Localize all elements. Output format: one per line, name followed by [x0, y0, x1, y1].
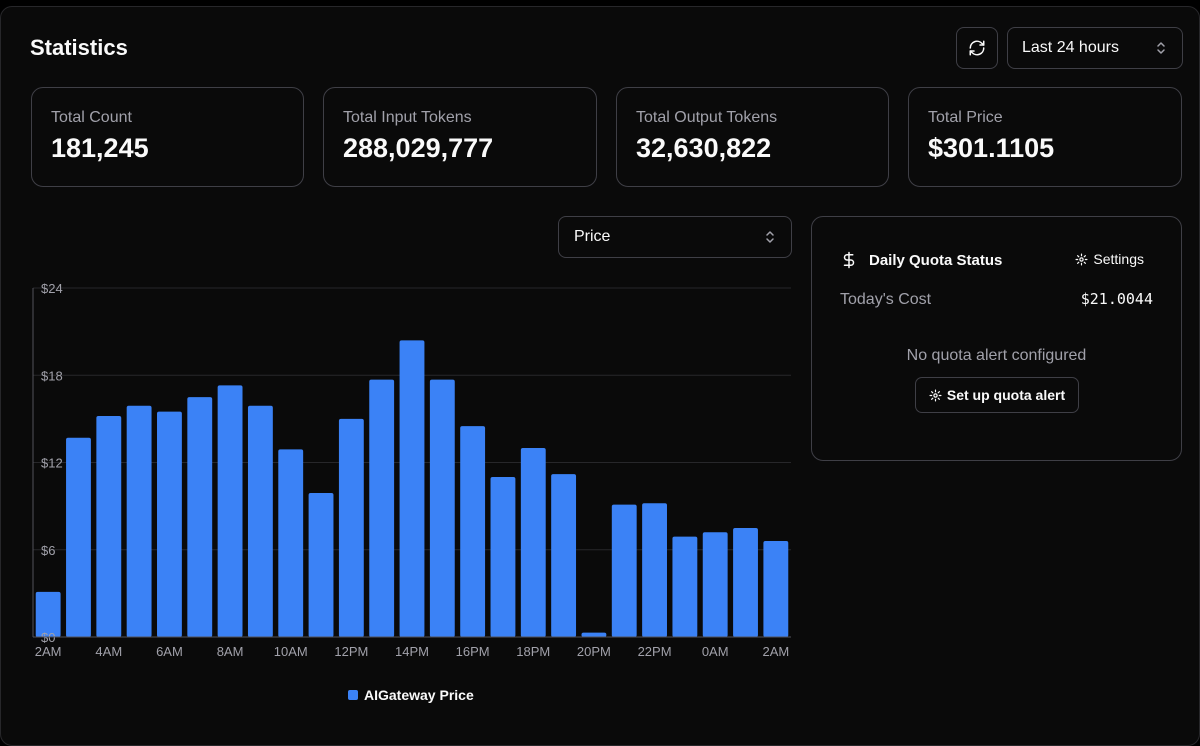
stat-value: 288,029,777 — [343, 133, 494, 163]
quota-title-text: Daily Quota Status — [869, 251, 1003, 269]
chart-bar[interactable] — [308, 493, 334, 637]
chart-bar[interactable] — [733, 527, 758, 637]
chart-bar[interactable] — [157, 411, 182, 637]
y-tick-label: $6 — [41, 543, 55, 558]
refresh-button[interactable] — [956, 27, 998, 69]
time-range-value: Last 24 hours — [1022, 39, 1119, 56]
chart-bar[interactable] — [217, 385, 243, 637]
page-title: Statistics — [30, 35, 128, 60]
x-tick-label: 8AM — [217, 644, 244, 659]
stat-label: Total Price — [928, 109, 1003, 126]
x-tick-label: 2AM — [35, 644, 62, 659]
stat-label: Total Count — [51, 109, 132, 126]
stat-card-total-price: Total Price $301.1105 — [908, 87, 1182, 187]
y-tick-label: $24 — [41, 281, 63, 296]
chart-bar[interactable] — [490, 477, 516, 637]
chart-bar[interactable] — [429, 379, 455, 637]
y-tick-label: $18 — [41, 368, 63, 383]
x-tick-label: 14PM — [395, 644, 429, 659]
daily-quota-card: Daily Quota Status Settings Today's Cost… — [811, 216, 1182, 461]
metric-select-value: Price — [574, 228, 611, 245]
chart-bar[interactable] — [278, 449, 304, 637]
gear-icon — [1075, 252, 1088, 266]
chevron-up-down-icon — [1157, 42, 1165, 54]
todays-cost-label: Today's Cost — [840, 291, 932, 308]
chart-bar[interactable] — [247, 405, 273, 637]
x-tick-label: 12PM — [334, 644, 368, 659]
chart-bar[interactable] — [187, 397, 213, 637]
x-tick-label: 4AM — [95, 644, 122, 659]
gear-icon — [929, 388, 942, 402]
chart-bar[interactable] — [642, 503, 667, 637]
x-tick-label: 10AM — [274, 644, 308, 659]
x-tick-label: 6AM — [156, 644, 183, 659]
y-tick-label: $12 — [41, 456, 63, 471]
stat-label: Total Input Tokens — [343, 109, 472, 126]
chart-bar[interactable] — [35, 591, 61, 637]
setup-quota-alert-button[interactable]: Set up quota alert — [915, 377, 1079, 413]
stat-card-input-tokens: Total Input Tokens 288,029,777 — [323, 87, 597, 187]
x-tick-label: 16PM — [456, 644, 490, 659]
chart-bar[interactable] — [96, 415, 122, 637]
stat-value: $301.1105 — [928, 133, 1055, 163]
no-quota-alert-text: No quota alert configured — [906, 347, 1087, 364]
chart-bar[interactable] — [460, 426, 486, 637]
settings-label: Settings — [1093, 251, 1144, 267]
chart-bar[interactable] — [66, 437, 91, 637]
x-tick-label: 22PM — [638, 644, 672, 659]
setup-button-label: Set up quota alert — [946, 387, 1066, 403]
refresh-icon — [969, 40, 985, 56]
quota-title: Daily Quota Status — [840, 250, 1002, 270]
statistics-panel: Statistics Last 24 hours Total Count 181… — [0, 6, 1200, 746]
chart-bar[interactable] — [369, 379, 395, 637]
stat-value: 32,630,822 — [636, 133, 772, 163]
x-tick-label: 20PM — [577, 644, 611, 659]
chart-bar[interactable] — [672, 536, 698, 637]
stat-value: 181,245 — [51, 133, 149, 163]
chart-bar[interactable] — [338, 418, 364, 637]
dollar-icon — [843, 251, 855, 269]
chart-bar[interactable] — [702, 532, 728, 637]
quota-settings-button[interactable]: Settings — [1075, 251, 1144, 267]
legend-label: AIGateway Price — [364, 687, 474, 703]
x-tick-label: 0AM — [702, 644, 729, 659]
chart-bar[interactable] — [520, 447, 546, 637]
chart-bar[interactable] — [581, 632, 607, 637]
chart-bar[interactable] — [551, 474, 577, 637]
chart-bar[interactable] — [763, 541, 789, 637]
time-range-select[interactable]: Last 24 hours — [1007, 27, 1183, 69]
x-tick-label: 18PM — [516, 644, 550, 659]
chart-bar[interactable] — [399, 340, 425, 637]
x-tick-label: 2AM — [762, 644, 789, 659]
metric-select[interactable]: Price — [558, 216, 792, 258]
chevron-up-down-icon — [766, 231, 774, 243]
legend-swatch — [348, 690, 358, 700]
stat-label: Total Output Tokens — [636, 109, 778, 126]
stat-card-output-tokens: Total Output Tokens 32,630,822 — [616, 87, 889, 187]
stat-card-total-count: Total Count 181,245 — [31, 87, 304, 187]
chart-bar[interactable] — [126, 405, 152, 637]
todays-cost-value: $21.0044 — [1080, 290, 1153, 308]
chart-bar[interactable] — [611, 504, 637, 637]
